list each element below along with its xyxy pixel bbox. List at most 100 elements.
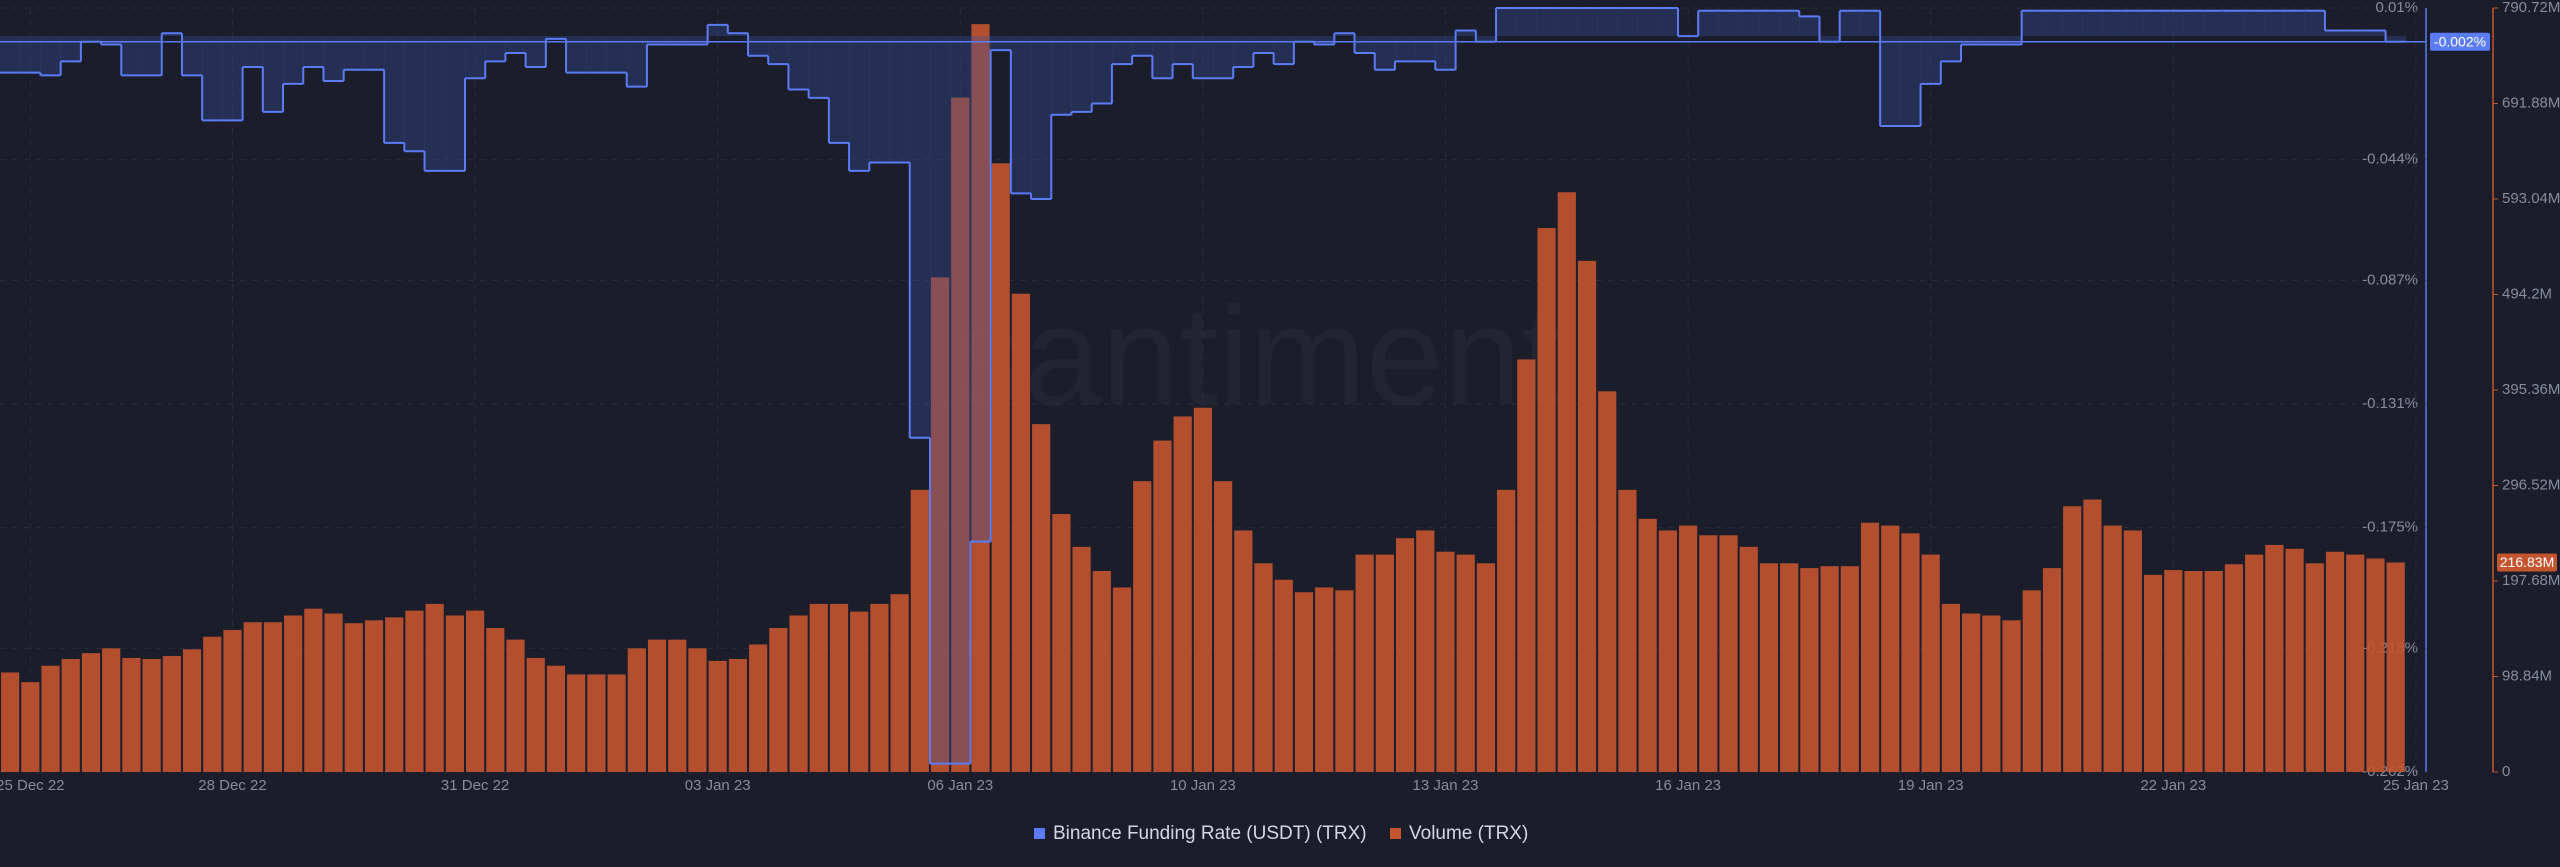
legend-label: Volume (TRX) [1409, 823, 1528, 844]
volume-bar [1, 672, 20, 772]
funding-area [1637, 8, 1659, 37]
funding-area [2001, 36, 2023, 45]
funding-area [2365, 30, 2387, 37]
volume-bar [910, 489, 929, 772]
legend-label: Binance Funding Rate (USDT) (TRX) [1053, 823, 1367, 844]
volume-bar [324, 613, 343, 772]
volume-bar [284, 615, 303, 772]
watermark: santiment [954, 277, 1561, 434]
funding-area [2082, 10, 2104, 37]
funding-area [1920, 36, 1942, 84]
volume-bar [122, 657, 141, 772]
funding-area [1556, 8, 1578, 37]
funding-area [343, 36, 365, 70]
funding-area [1233, 36, 1254, 67]
volume-bar [2143, 574, 2163, 772]
funding-area [60, 36, 82, 62]
funding-area [525, 36, 547, 67]
volume-bar [1780, 563, 1799, 772]
funding-area [2102, 10, 2124, 37]
volume-bar [809, 603, 828, 772]
volume-bar [1537, 228, 1556, 772]
funding-area [1091, 36, 1113, 104]
funding-area [1051, 36, 1072, 115]
x-tick-label: 25 Jan 23 [2383, 777, 2449, 794]
funding-area [566, 36, 587, 73]
funding-area [2244, 10, 2265, 37]
volume-bar [2184, 571, 2203, 772]
funding-area [20, 36, 41, 73]
funding-area [1516, 8, 1537, 37]
funding-area [2223, 10, 2245, 37]
volume-bar [2103, 525, 2122, 772]
y2-tick-label: 494.2M [2502, 285, 2552, 302]
funding-area [1172, 36, 1194, 65]
volume-bar [971, 24, 990, 772]
volume-bar [2042, 568, 2062, 772]
funding-area [1293, 36, 1315, 42]
volume-bar [728, 658, 748, 772]
volume-bar [1315, 587, 1334, 772]
funding-area [586, 36, 607, 73]
volume-bar [41, 665, 60, 772]
x-tick-label: 31 Dec 22 [441, 777, 509, 794]
volume-bar [243, 622, 262, 772]
x-tick-label: 16 Jan 23 [1655, 777, 1721, 794]
legend-swatch [1390, 828, 1401, 839]
funding-area [889, 36, 911, 163]
x-tick-label: 03 Jan 23 [685, 777, 751, 794]
funding-area [849, 36, 870, 171]
volume-bar [627, 648, 646, 772]
volume-bar [1193, 407, 1212, 772]
funding-area [2183, 10, 2205, 37]
funding-area [242, 36, 264, 67]
volume-bar [102, 648, 121, 772]
y2-tick-label: 593.04M [2502, 190, 2560, 207]
volume-bar [2063, 506, 2082, 772]
volume-bar [1941, 603, 1961, 772]
funding-area [1213, 36, 1234, 79]
volume-bar [1881, 525, 1900, 772]
volume-bar [263, 622, 283, 772]
value-badge [2497, 553, 2557, 572]
y2-tick-label: 691.88M [2502, 94, 2560, 111]
volume-bar [1335, 590, 1354, 772]
volume-bar [1618, 489, 1637, 772]
funding-area [2041, 10, 2063, 37]
funding-area [1071, 36, 1093, 112]
volume-bar [1375, 554, 1394, 772]
funding-area [1718, 10, 1740, 37]
funding-area [2021, 10, 2043, 37]
volume-bar [1658, 530, 1677, 772]
volume-bar [1921, 554, 1940, 772]
volume-bar [890, 594, 909, 772]
volume-bar [2325, 551, 2345, 772]
funding-area [606, 36, 628, 73]
volume-bar [749, 644, 768, 772]
volume-bar [2204, 571, 2223, 772]
funding-area [626, 36, 648, 87]
funding-area [1880, 36, 1901, 126]
volume-bar [1962, 613, 1981, 772]
funding-area [1657, 8, 1679, 37]
volume-bar [1153, 440, 1172, 772]
funding-area [828, 36, 850, 143]
funding-area [1799, 16, 1820, 37]
funding-area [1940, 36, 1962, 62]
volume-bar [2002, 620, 2021, 772]
y2-tick-label: 790.72M [2502, 0, 2560, 16]
x-tick-label: 10 Jan 23 [1170, 777, 1236, 794]
x-tick-label: 19 Jan 23 [1898, 777, 1964, 794]
funding-area [485, 36, 506, 62]
volume-bar [81, 653, 101, 772]
funding-area [1779, 10, 1800, 37]
volume-bar [1052, 514, 1071, 772]
funding-area [1435, 36, 1457, 70]
funding-area [1859, 10, 1881, 37]
volume-bar [567, 674, 586, 772]
funding-area [80, 36, 102, 42]
funding-area [727, 33, 749, 37]
volume-bar [647, 639, 667, 772]
funding-area [2304, 10, 2326, 37]
